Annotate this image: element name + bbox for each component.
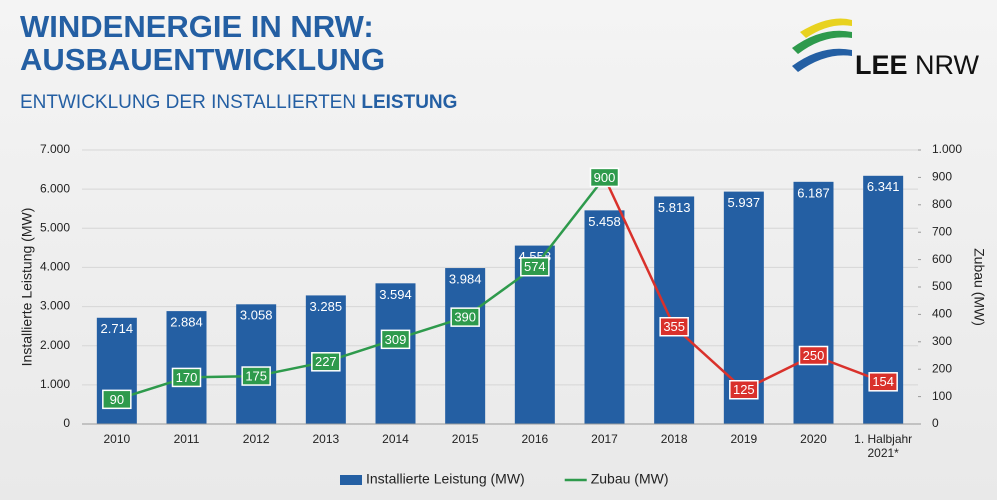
bar [584, 210, 625, 424]
point-marker [589, 167, 620, 188]
y-tick-label: 7.000 [40, 142, 70, 156]
y2-axis-label: Zubau (MW) [971, 248, 987, 326]
point-marker [729, 380, 759, 400]
x-tick-label: 2011 [173, 432, 200, 446]
point-marker [241, 366, 271, 386]
line-segment [673, 325, 745, 391]
point-marker [171, 367, 202, 388]
bar [654, 196, 695, 424]
x-tick-label: 2014 [382, 432, 409, 446]
slide-title: WINDENERGIE IN NRW: AUSBAUENTWICKLUNG [20, 9, 386, 77]
point-marker [311, 352, 341, 372]
y2-tick-label: 0 [932, 416, 939, 430]
bar-value-label: 5.458 [588, 214, 621, 229]
logo-mark [792, 18, 852, 72]
bar-value-label: 5.813 [658, 200, 691, 215]
x-tick-label: 2016 [521, 432, 549, 446]
y2-tick-label: 300 [932, 334, 952, 348]
line-segment [533, 176, 606, 268]
y-tick-label: 6.000 [40, 181, 70, 195]
point-label: 309 [385, 332, 407, 347]
bar-value-label: 3.058 [240, 308, 273, 323]
y2-tick-label: 400 [932, 307, 952, 321]
point-marker [450, 307, 480, 327]
bar-value-label: 6.341 [867, 179, 900, 194]
x-tick-label: 2020 [800, 432, 827, 446]
bar [166, 311, 207, 424]
line-segment [603, 176, 676, 328]
x-tick-label: 2012 [242, 432, 270, 446]
y2-tick-label: 700 [932, 224, 952, 238]
point-marker [380, 329, 411, 350]
point-label: 227 [315, 354, 337, 369]
y2-tick-label: 1.000 [932, 142, 962, 156]
bar-value-label: 3.285 [310, 299, 343, 314]
y-tick-label: 5.000 [40, 220, 70, 234]
y2-tick-label: 600 [932, 252, 952, 266]
x-tick-label: 2013 [312, 432, 340, 446]
y-tick-label: 0 [63, 416, 70, 430]
point-label: 170 [176, 370, 198, 385]
point-label: 250 [803, 348, 825, 363]
y-tick-label: 3.000 [40, 299, 70, 313]
bar [793, 181, 834, 424]
point-marker [520, 256, 550, 277]
point-label: 574 [524, 259, 546, 274]
x-tick-label: 2010 [103, 432, 131, 446]
bar-value-label: 2.714 [101, 321, 134, 336]
point-marker [659, 316, 689, 337]
x-tick-label: 2015 [451, 432, 479, 446]
bar-value-label: 2.884 [170, 315, 203, 330]
bar [445, 268, 486, 424]
bar [375, 283, 416, 424]
point-label: 125 [733, 382, 755, 397]
y-tick-label: 2.000 [40, 338, 70, 352]
x-tick-label: 2017 [591, 432, 618, 446]
subtitle: ENTWICKLUNG DER INSTALLIERTEN LEISTUNG [20, 92, 457, 114]
point-label: 390 [454, 310, 476, 325]
point-label: 900 [594, 170, 616, 185]
bar-value-label: 3.984 [449, 271, 482, 286]
point-marker [798, 345, 829, 366]
y-axis-label: Installierte Leistung (MW) [19, 208, 35, 367]
legend-label: Installierte Leistung (MW) [366, 471, 525, 487]
point-label: 355 [663, 319, 685, 334]
logo: LEE NRW [855, 50, 979, 81]
y2-tick-label: 900 [932, 170, 952, 184]
bar-value-label: 5.937 [728, 195, 761, 210]
y-tick-label: 1.000 [40, 377, 70, 391]
y-tick-label: 4.000 [40, 260, 70, 274]
subtitle-text: ENTWICKLUNG DER INSTALLIERTEN [20, 92, 357, 113]
legend-label: Zubau (MW) [591, 471, 669, 487]
point-label: 90 [110, 392, 124, 407]
bar-value-label: 6.187 [797, 185, 830, 200]
x-tick-label: 2018 [660, 432, 688, 446]
bar [236, 304, 277, 424]
subtitle-emphasis: LEISTUNG [361, 92, 458, 113]
x-tick-label: 1. Halbjahr 2021* [854, 432, 913, 460]
point-label: 154 [872, 374, 894, 389]
point-marker [868, 372, 898, 392]
point-label: 175 [245, 368, 267, 383]
bar-value-label: 3.594 [379, 287, 412, 302]
y2-tick-label: 200 [932, 361, 952, 375]
y2-tick-label: 800 [932, 197, 952, 211]
y2-tick-label: 500 [932, 279, 952, 293]
y2-tick-label: 100 [932, 389, 952, 403]
legend-swatch [340, 475, 362, 485]
logo-strong: LEE [855, 50, 908, 80]
point-marker [102, 389, 132, 410]
logo-light: NRW [915, 50, 980, 80]
x-tick-label: 2019 [730, 432, 758, 446]
